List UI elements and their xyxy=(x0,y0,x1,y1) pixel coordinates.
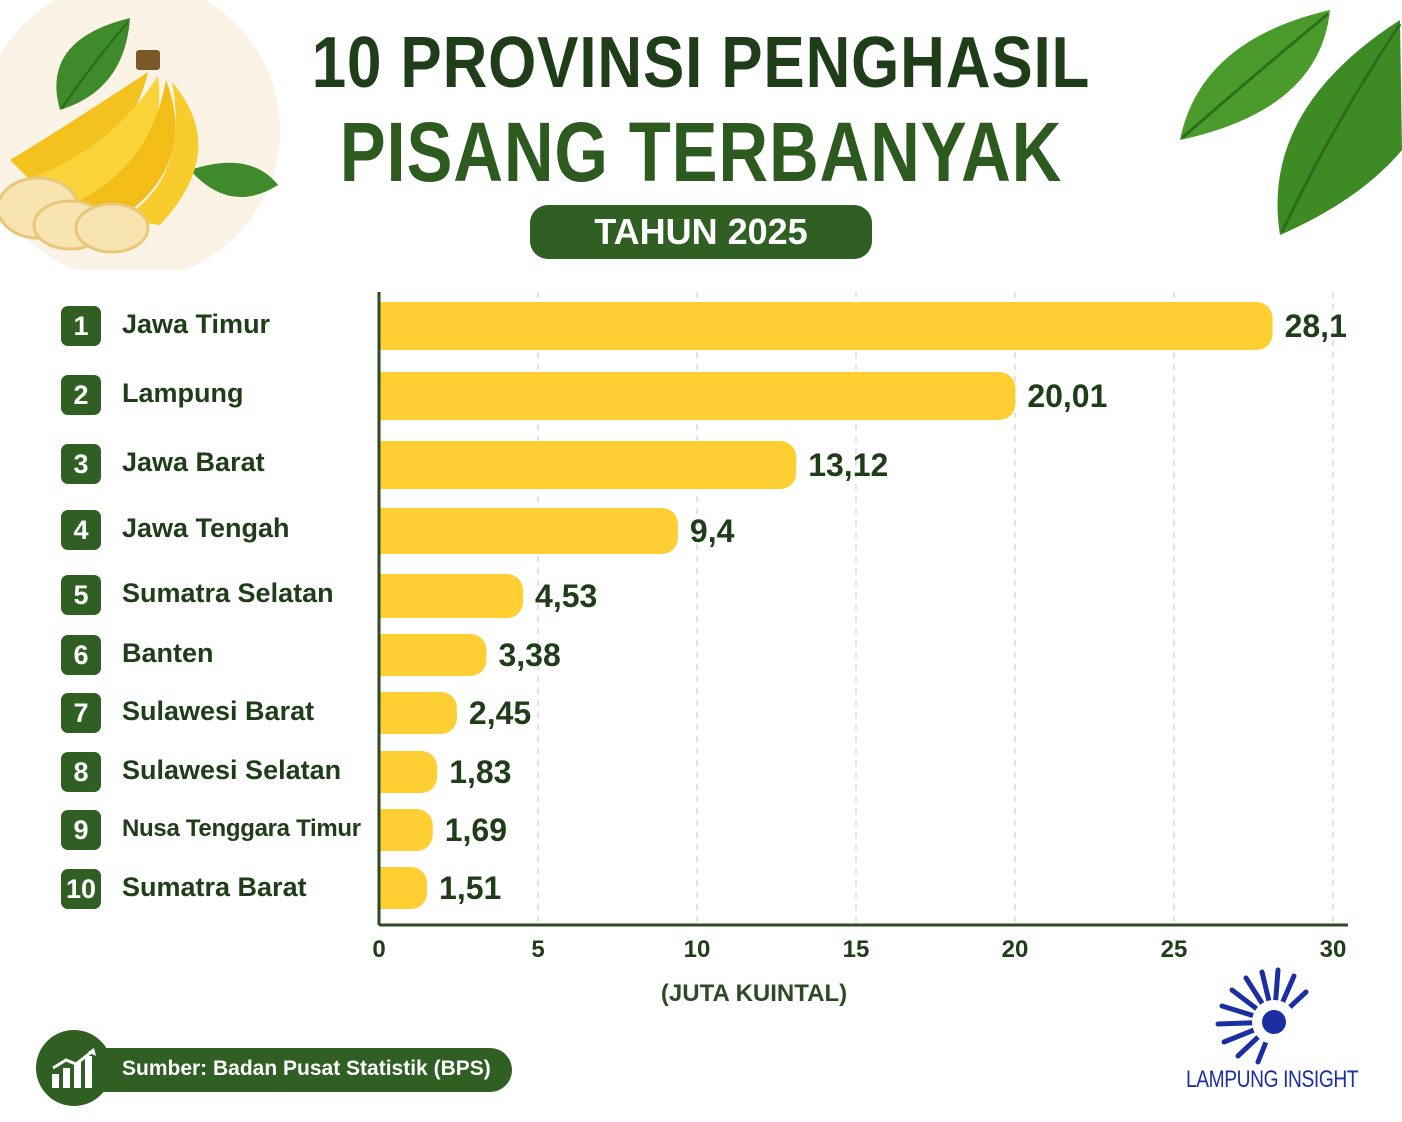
bar-value-label: 1,69 xyxy=(445,812,507,848)
rank-badge: 5 xyxy=(61,575,101,615)
bar-flat-start xyxy=(379,508,399,554)
bar xyxy=(379,574,524,618)
bar-value-label: 9,4 xyxy=(690,513,735,549)
rank-badge: 2 xyxy=(61,375,101,415)
x-tick-label: 10 xyxy=(684,936,711,963)
category-label: Lampung xyxy=(122,378,244,408)
category-label: Nusa Tenggara Timur xyxy=(122,815,361,842)
bar-value-label: 1,83 xyxy=(449,754,511,790)
banana-illustration xyxy=(0,0,280,270)
source-pill xyxy=(60,1048,512,1092)
bar-value-label: 20,01 xyxy=(1027,378,1107,414)
bar-flat-start xyxy=(379,751,399,793)
x-tick-label: 0 xyxy=(372,936,385,963)
rank-badge: 9 xyxy=(61,810,101,850)
bar xyxy=(379,508,678,554)
bar-value-label: 2,45 xyxy=(469,695,531,731)
x-tick-label: 25 xyxy=(1161,936,1188,963)
bar-value-label: 3,38 xyxy=(498,637,560,673)
category-label: Sulawesi Barat xyxy=(122,696,315,726)
x-tick-label: 5 xyxy=(531,936,544,963)
leaf-illustration xyxy=(1180,10,1402,235)
bar-flat-start xyxy=(379,692,399,734)
bar-value-label: 28,1 xyxy=(1285,308,1347,344)
title-line-2: PISANG TERBANYAK xyxy=(339,105,1063,199)
x-tick-label: 15 xyxy=(843,936,870,963)
bar-value-label: 1,51 xyxy=(439,870,501,906)
x-axis-label: (JUTA KUINTAL) xyxy=(660,980,848,1007)
category-label: Sumatra Barat xyxy=(122,872,307,902)
bar xyxy=(379,441,797,489)
rank-badge: 10 xyxy=(61,869,101,909)
category-label: Jawa Barat xyxy=(122,447,265,477)
bar-value-label: 13,12 xyxy=(808,447,888,483)
bar xyxy=(379,634,487,676)
source-text: Sumber: Badan Pusat Statistik (BPS) xyxy=(122,1057,491,1080)
year-badge: TAHUN 2025 xyxy=(530,205,872,259)
rank-badge: 8 xyxy=(61,752,101,792)
category-label: Jawa Timur xyxy=(122,309,271,339)
x-tick-label: 20 xyxy=(1002,936,1029,963)
bar-flat-start xyxy=(379,574,399,618)
category-label: Sulawesi Selatan xyxy=(122,755,342,785)
x-tick-label: 30 xyxy=(1320,936,1347,963)
bar-flat-start xyxy=(379,867,399,909)
category-label: Sumatra Selatan xyxy=(122,578,334,608)
rank-badge: 3 xyxy=(61,444,101,484)
bar xyxy=(379,372,1016,420)
bar xyxy=(379,302,1273,350)
title-line-1: 10 PROVINSI PENGHASIL xyxy=(311,23,1091,103)
category-label: Banten xyxy=(122,638,214,668)
rank-badge: 1 xyxy=(61,306,101,346)
bar-chart: 28,1 20,01 13,12 9,4 4,53 3,38 2,45 1,83 1,69 1,5… xyxy=(372,292,1348,963)
brand-text: LAMPUNG INSIGHT xyxy=(1186,1066,1359,1093)
bar-flat-start xyxy=(379,809,399,851)
bar-value-label: 4,53 xyxy=(535,578,597,614)
bar-flat-start xyxy=(379,634,399,676)
bar-chart-icon xyxy=(52,1048,96,1088)
rank-badge: 7 xyxy=(61,693,101,733)
sunburst-logo-icon xyxy=(1215,967,1309,1065)
bar-flat-start xyxy=(379,372,399,420)
bar-flat-start xyxy=(379,302,399,350)
rank-badge: 6 xyxy=(61,635,101,675)
rank-badge: 4 xyxy=(61,510,101,550)
bar-flat-start xyxy=(379,441,399,489)
category-label: Jawa Tengah xyxy=(122,513,290,543)
